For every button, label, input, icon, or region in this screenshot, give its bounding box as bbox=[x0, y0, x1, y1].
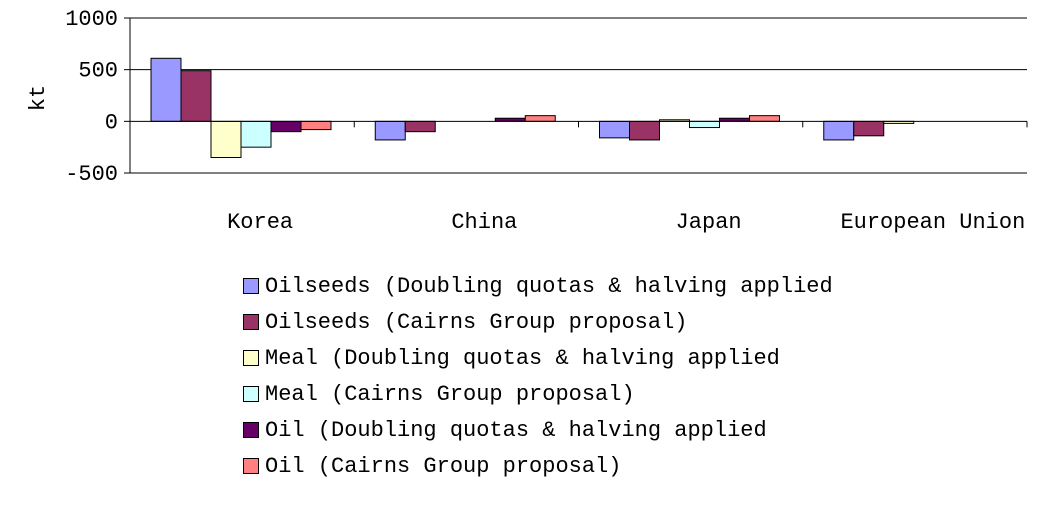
x-tick-label: European Union bbox=[840, 210, 1025, 235]
legend-item: Oil (Doubling quotas & halving applied bbox=[243, 412, 923, 448]
bar bbox=[524, 115, 556, 122]
bar bbox=[180, 70, 212, 122]
y-tick-label: 0 bbox=[105, 110, 118, 135]
legend-swatch bbox=[243, 350, 259, 366]
x-tick-label: China bbox=[451, 210, 517, 235]
bar bbox=[404, 120, 436, 133]
y-tick-label: 500 bbox=[78, 59, 118, 84]
bar bbox=[150, 57, 182, 122]
bar bbox=[823, 120, 855, 141]
legend-label: Oil (Doubling quotas & halving applied bbox=[265, 417, 767, 443]
legend-item: Meal (Cairns Group proposal) bbox=[243, 376, 923, 412]
legend-label: Oil (Cairns Group proposal) bbox=[265, 453, 622, 479]
bar bbox=[749, 115, 780, 122]
legend-item: Oilseeds (Doubling quotas & halving appl… bbox=[243, 268, 923, 304]
x-tick-label: Korea bbox=[227, 210, 293, 235]
bar bbox=[210, 120, 242, 159]
bar bbox=[240, 120, 272, 148]
bar bbox=[853, 120, 885, 137]
legend-label: Meal (Doubling quotas & halving applied bbox=[265, 345, 780, 371]
gridlines bbox=[130, 17, 1027, 174]
chart: -500 0 500 1000 Korea China Japan European Unio… bbox=[26, 7, 1028, 235]
legend-label: Oilseeds (Doubling quotas & halving appl… bbox=[265, 273, 833, 299]
legend-swatch bbox=[243, 458, 259, 474]
bar bbox=[270, 120, 302, 133]
axes: -500 0 500 1000 Korea China Japan European Unio… bbox=[65, 7, 1028, 235]
y-axis-label: kt bbox=[26, 85, 51, 111]
bar bbox=[300, 120, 332, 131]
x-tick-label: Japan bbox=[676, 210, 742, 235]
legend-swatch bbox=[243, 386, 259, 402]
bar bbox=[374, 120, 406, 141]
bar bbox=[689, 120, 720, 129]
legend-label: Oilseeds (Cairns Group proposal) bbox=[265, 309, 688, 335]
legend-item: Meal (Doubling quotas & halving applied bbox=[243, 340, 923, 376]
legend-item: Oil (Cairns Group proposal) bbox=[243, 448, 923, 484]
legend: Oilseeds (Doubling quotas & halving appl… bbox=[243, 268, 923, 484]
legend-label: Meal (Cairns Group proposal) bbox=[265, 381, 635, 407]
legend-swatch bbox=[243, 314, 259, 330]
bar bbox=[599, 120, 630, 139]
legend-item: Oilseeds (Cairns Group proposal) bbox=[243, 304, 923, 340]
legend-swatch bbox=[243, 422, 259, 438]
legend-swatch bbox=[243, 278, 259, 294]
bars bbox=[150, 57, 915, 159]
y-tick-label: -500 bbox=[65, 162, 118, 187]
bar bbox=[629, 120, 660, 141]
y-tick-label: 1000 bbox=[65, 7, 118, 32]
